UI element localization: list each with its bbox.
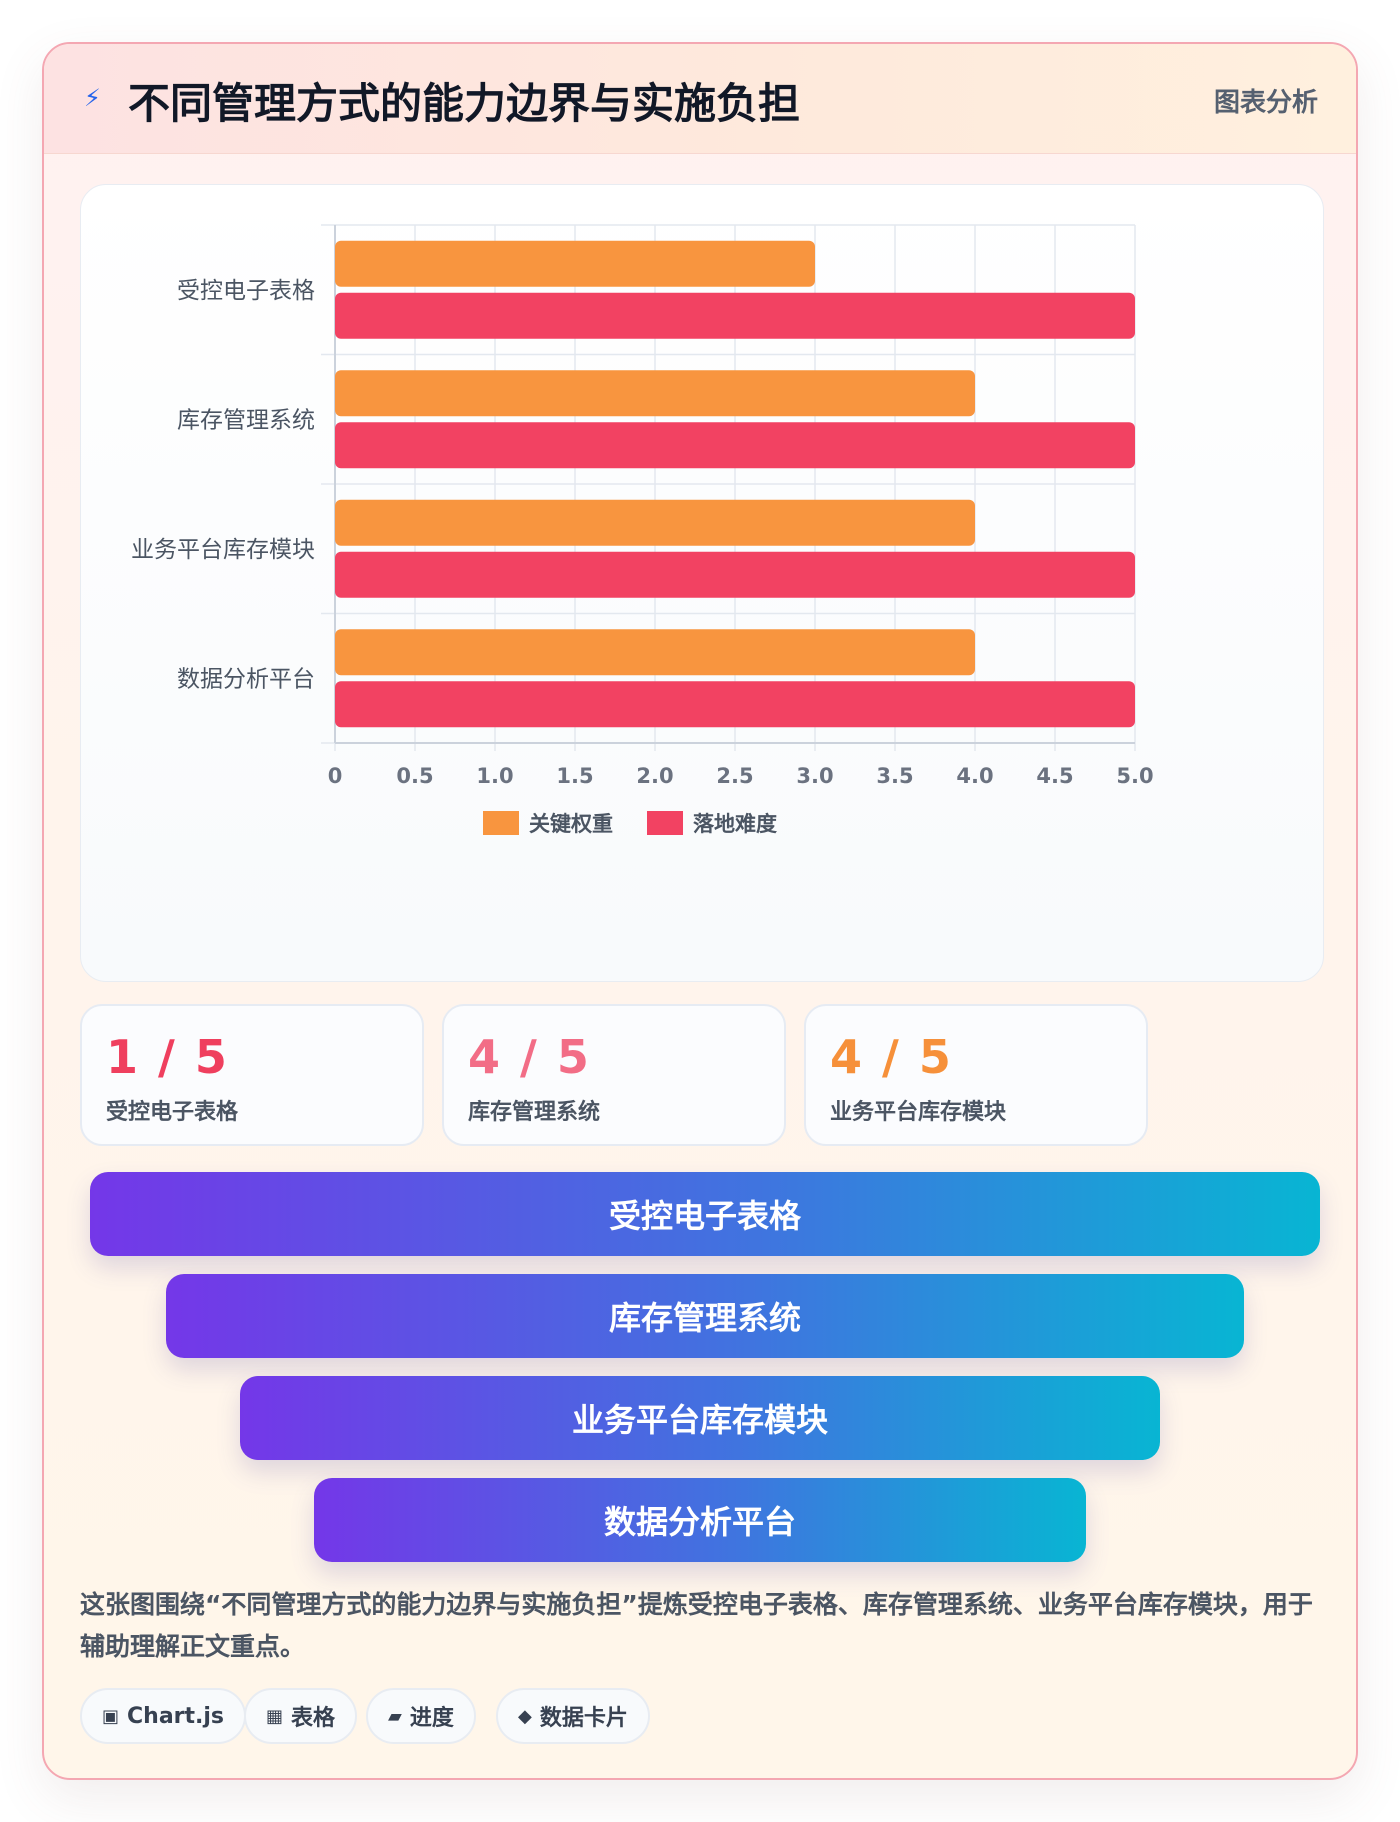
bar xyxy=(335,240,815,287)
x-tick-label: 4.5 xyxy=(1036,764,1073,788)
stat-label: 库存管理系统 xyxy=(468,1100,601,1125)
chart-icon: ▣ xyxy=(102,1705,120,1727)
x-tick-label: 2.0 xyxy=(636,764,673,788)
table-icon: ▦ xyxy=(266,1705,284,1727)
x-tick-label: 3.0 xyxy=(796,764,833,788)
stat-card: 1 / 5 受控电子表格 xyxy=(80,1004,424,1146)
x-tick-label: 1.0 xyxy=(476,764,513,788)
stat-card: 4 / 5 业务平台库存模块 xyxy=(804,1004,1148,1146)
chip-chartjs[interactable]: ▣ Chart.js xyxy=(80,1688,247,1744)
stat-card: 4 / 5 库存管理系统 xyxy=(442,1004,786,1146)
chip-label: 数据卡片 xyxy=(539,1706,628,1731)
funnel-stage[interactable]: 业务平台库存模块 xyxy=(240,1376,1160,1460)
x-tick-label: 3.5 xyxy=(876,764,913,788)
bar xyxy=(335,551,1135,598)
bar xyxy=(335,370,975,417)
y-category-label: 库存管理系统 xyxy=(177,407,315,433)
x-tick-label: 0 xyxy=(328,764,343,788)
bar-chart: 0 0.5 1.0 1.5 2.0 2.5 3.0 3.5 4.0 4.5 5.0 受控电子表格库存管… xyxy=(131,224,1154,836)
card-header: ⚡ 不同管理方式的能力边界与实施负担 图表分析 xyxy=(44,44,1356,154)
legend-swatch xyxy=(647,811,683,835)
chip-progress[interactable]: ▰ 进度 xyxy=(366,1688,476,1744)
x-tick-label: 4.0 xyxy=(956,764,993,788)
chart-card: ⚡ 不同管理方式的能力边界与实施负担 图表分析 0 0.5 1.0 1.5 2.0 2.5… xyxy=(42,42,1358,1780)
bar xyxy=(335,629,975,676)
y-category-label: 数据分析平台 xyxy=(177,666,315,692)
chip-label: 进度 xyxy=(409,1706,454,1731)
progress-icon: ▰ xyxy=(388,1705,402,1727)
bar xyxy=(335,422,1135,469)
stat-value: 4 / 5 xyxy=(830,1030,953,1084)
legend-swatch xyxy=(483,811,519,835)
y-category-label: 受控电子表格 xyxy=(177,278,315,304)
stat-label: 受控电子表格 xyxy=(106,1100,239,1125)
x-tick-label: 5.0 xyxy=(1116,764,1153,788)
card-icon: ◆ xyxy=(518,1705,532,1727)
chart-panel: 0 0.5 1.0 1.5 2.0 2.5 3.0 3.5 4.0 4.5 5.0 受控电子表格 库存管… xyxy=(80,184,1324,982)
legend-label: 关键权重 xyxy=(529,812,613,836)
x-tick-label: 2.5 xyxy=(716,764,753,788)
bar xyxy=(335,292,1135,339)
bar xyxy=(335,499,975,546)
funnel-stage[interactable]: 数据分析平台 xyxy=(314,1478,1086,1562)
y-category-label: 业务平台库存模块 xyxy=(131,537,315,563)
chip-label: 表格 xyxy=(291,1706,336,1731)
lightning-icon: ⚡ xyxy=(84,84,101,112)
chart-description: 这张图围绕“不同管理方式的能力边界与实施负担”提炼受控电子表格、库存管理系统、业… xyxy=(80,1590,1313,1661)
bar xyxy=(335,681,1135,728)
chip-label: Chart.js xyxy=(127,1703,225,1729)
stat-value: 4 / 5 xyxy=(468,1030,591,1084)
chip-data-card[interactable]: ◆ 数据卡片 xyxy=(496,1688,650,1744)
stat-label: 业务平台库存模块 xyxy=(830,1100,1007,1125)
chip-table[interactable]: ▦ 表格 xyxy=(244,1688,358,1744)
legend-label: 落地难度 xyxy=(693,812,777,836)
x-tick-label: 0.5 xyxy=(396,764,433,788)
funnel-stage[interactable]: 受控电子表格 xyxy=(90,1172,1320,1256)
x-tick-label: 1.5 xyxy=(556,764,593,788)
stat-value: 1 / 5 xyxy=(106,1030,229,1084)
page-title: 不同管理方式的能力边界与实施负担 xyxy=(128,79,801,128)
header-tag: 图表分析 xyxy=(1213,88,1318,118)
funnel-stage[interactable]: 库存管理系统 xyxy=(166,1274,1244,1358)
